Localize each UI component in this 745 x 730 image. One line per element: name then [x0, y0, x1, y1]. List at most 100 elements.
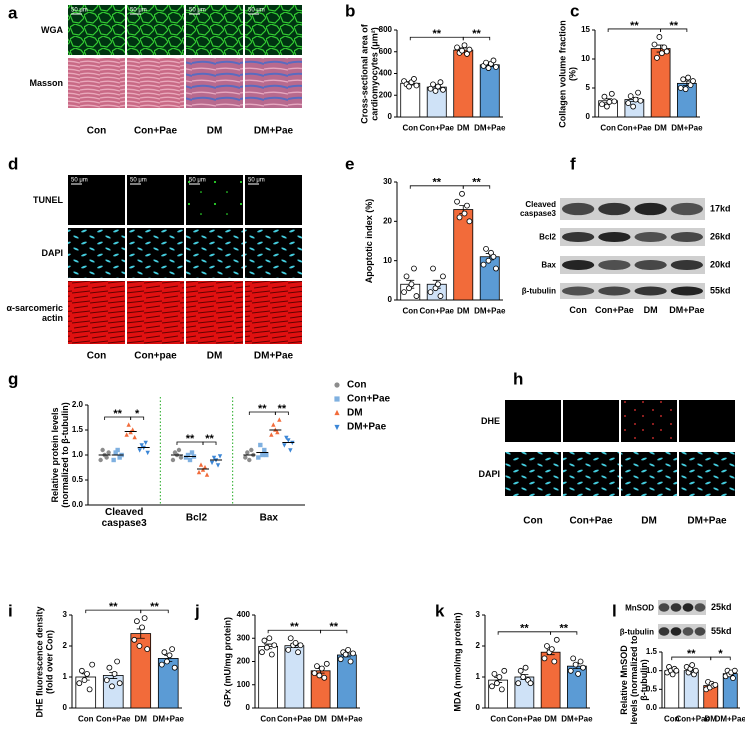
data-point — [86, 686, 93, 693]
data-point — [128, 429, 133, 435]
data-point — [176, 447, 182, 453]
y-tick-label: 1.0 — [72, 450, 84, 459]
significance-label: ** — [630, 20, 639, 32]
data-point — [169, 646, 176, 652]
y-tick-label: 2 — [63, 641, 68, 650]
column-label: Con+Pae — [133, 125, 178, 137]
data-point — [132, 434, 137, 440]
data-point — [608, 90, 615, 97]
scale-bar-label: 50 μm — [130, 8, 147, 14]
panel-letter: d — [8, 154, 18, 173]
significance-bracket — [710, 656, 731, 661]
data-point — [196, 469, 202, 475]
data-point — [483, 245, 489, 252]
data-point — [158, 661, 165, 668]
data-point — [269, 432, 274, 437]
y-tick-label: 0 — [476, 703, 481, 712]
micrograph — [186, 281, 243, 344]
data-point — [141, 615, 148, 621]
blot-strip — [560, 228, 705, 246]
data-point — [100, 447, 105, 453]
blot-band — [670, 286, 703, 296]
data-point — [284, 435, 289, 441]
panel-letter: b — [345, 1, 355, 20]
legend-label: Con+Pae — [347, 394, 391, 405]
y-tick-label: 0.0 — [72, 500, 84, 509]
data-point — [658, 50, 665, 57]
data-point — [337, 656, 344, 663]
y-tick-label: 400 — [237, 610, 251, 619]
y-tick-label: 0 — [388, 295, 393, 304]
data-point — [606, 99, 613, 105]
data-point — [501, 667, 508, 674]
blot-band — [694, 627, 706, 636]
data-point — [116, 680, 123, 687]
blot-strip — [560, 198, 705, 220]
y-tick-label: 3 — [63, 610, 68, 619]
blot-band — [598, 202, 631, 216]
data-point — [258, 442, 263, 448]
significance-bracket — [550, 631, 578, 635]
y-tick-label: 15 — [581, 25, 590, 34]
x-tick-label: Con — [260, 714, 276, 724]
significance-label: ** — [150, 601, 159, 613]
data-point — [209, 460, 215, 466]
data-point — [347, 658, 354, 665]
data-point — [314, 663, 320, 670]
column-label: Con — [569, 305, 587, 315]
row-label: DAPI — [41, 248, 63, 258]
data-point — [435, 281, 441, 288]
legend-label: Con — [347, 380, 366, 391]
data-point — [350, 650, 356, 657]
bar — [479, 64, 500, 118]
column-label: Con+pae — [134, 350, 177, 362]
data-point — [198, 462, 204, 467]
data-point — [485, 65, 492, 71]
data-point — [318, 665, 325, 672]
column-label: DM — [206, 125, 223, 137]
data-point — [266, 635, 273, 642]
bar — [258, 645, 278, 709]
y-tick-label: 600 — [379, 47, 393, 56]
blot-band — [670, 627, 682, 636]
x-tick-label: DM+Pae — [671, 123, 703, 133]
data-point — [295, 649, 301, 656]
band-size: 55kd — [710, 285, 731, 295]
data-point — [483, 59, 489, 66]
y-tick-label: 1.0 — [646, 666, 658, 675]
data-point — [551, 658, 558, 665]
blot-band — [670, 603, 682, 612]
y-tick-label: 30 — [383, 177, 392, 186]
y-tick-label: 0 — [388, 112, 393, 121]
blot-band — [634, 202, 667, 216]
data-point — [454, 198, 460, 205]
x-tick-label: DM — [654, 123, 667, 133]
data-point — [603, 103, 610, 110]
data-point — [401, 289, 407, 296]
data-point — [437, 293, 444, 299]
data-point — [106, 664, 113, 671]
x-tick-label: DM+Pae — [714, 714, 745, 724]
data-point — [137, 448, 142, 453]
data-point — [630, 103, 637, 110]
data-point — [143, 440, 148, 446]
data-point — [81, 677, 88, 683]
micrograph — [505, 400, 561, 442]
y-tick-label: 1 — [476, 672, 481, 681]
data-point — [200, 467, 206, 472]
significance-label: * — [718, 648, 723, 660]
data-point — [247, 457, 252, 463]
significance-bracket — [320, 629, 348, 634]
data-point — [311, 670, 318, 677]
data-point — [256, 455, 261, 460]
x-tick-label: DM+Pae — [474, 306, 506, 316]
column-label: DM+Pae — [253, 125, 294, 137]
band-label: Bcl2 — [539, 232, 556, 242]
x-tick-label: DM — [457, 306, 470, 316]
scale-bar-label: 50 μm — [189, 8, 206, 14]
panel-letter: l — [612, 601, 617, 620]
row-label: α-sarcomeric actin — [6, 302, 63, 323]
micrograph — [563, 452, 619, 496]
data-point — [459, 190, 465, 197]
y-tick-label: 100 — [237, 680, 251, 689]
